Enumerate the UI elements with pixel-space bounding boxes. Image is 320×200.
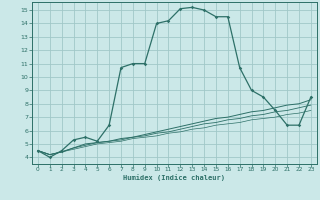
X-axis label: Humidex (Indice chaleur): Humidex (Indice chaleur) [124,175,225,181]
